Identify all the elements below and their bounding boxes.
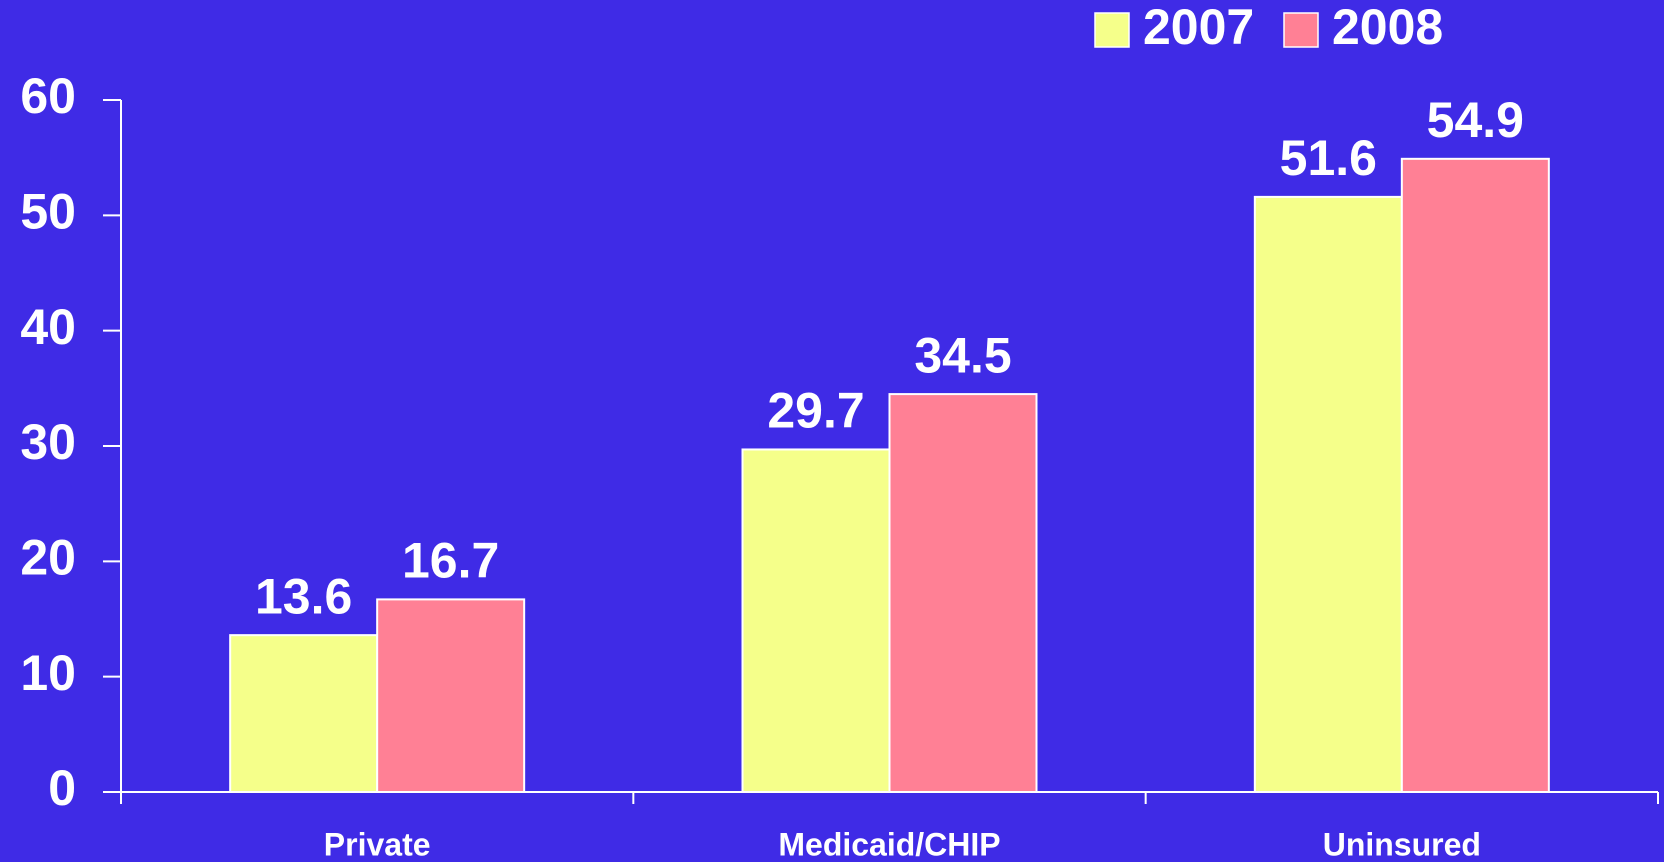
x-tick-label: Medicaid/CHIP [778,826,1000,862]
bar [1253,195,1403,793]
y-tick-label: 40 [20,299,76,355]
y-tick-label: 10 [20,645,76,701]
data-label: 29.7 [767,383,864,439]
data-label: 13.6 [255,568,352,624]
y-tick-label: 60 [20,68,76,124]
bar [229,634,379,793]
legend-label: 2007 [1143,0,1254,55]
data-label: 51.6 [1280,130,1377,186]
legend-label: 2008 [1332,0,1443,55]
y-tick-label: 0 [48,760,76,816]
y-tick-label: 50 [20,184,76,240]
legend-swatch [1283,12,1319,48]
y-tick-label: 20 [20,530,76,586]
bar [888,393,1038,793]
data-label: 34.5 [914,327,1011,383]
legend-swatch [1094,12,1130,48]
bar [376,598,526,793]
x-tick-label: Private [324,826,431,862]
bar [1400,157,1550,793]
data-label: 16.7 [402,533,499,589]
data-label: 54.9 [1427,92,1524,148]
y-tick-label: 30 [20,414,76,470]
bar [741,448,891,793]
x-tick-label: Uninsured [1323,826,1481,862]
